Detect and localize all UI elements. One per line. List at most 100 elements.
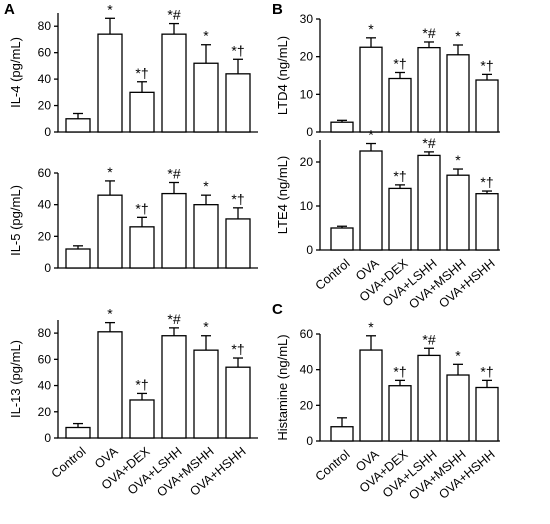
chart-panel-4: B 0 10 20 30 LTD4 (ng/mL) * *† *# * *†: [272, 1, 500, 139]
bar: [193, 62, 219, 133]
significance-label: *†: [135, 65, 148, 81]
chart-panel-2: 0 20 40 60 IL-5 (pg/mL) * *† *# * *†: [8, 164, 258, 275]
significance-label: *#: [422, 135, 435, 151]
significance-label: *: [455, 152, 461, 168]
y-axis-label: IL-13 (pg/mL): [8, 340, 23, 418]
significance-label: *†: [135, 200, 148, 216]
y-tick-label: 40: [38, 198, 52, 212]
bar: [475, 79, 499, 133]
bar: [388, 77, 412, 133]
bar: [446, 54, 470, 133]
bar: [193, 349, 219, 439]
bar: [129, 226, 155, 269]
bar: [65, 118, 91, 133]
bar: [225, 366, 251, 439]
significance-label: *†: [393, 363, 406, 379]
significance-label: *: [203, 319, 209, 335]
y-tick-label: 40: [38, 72, 52, 86]
y-tick-label: 0: [306, 434, 313, 448]
bar: [359, 46, 383, 133]
significance-label: *#: [167, 166, 180, 182]
significance-label: *: [107, 164, 113, 180]
significance-label: *: [107, 306, 113, 322]
significance-label: *#: [422, 331, 435, 347]
bar: [129, 91, 155, 133]
bar: [161, 33, 187, 133]
significance-label: *: [368, 21, 374, 37]
bar: [417, 354, 441, 442]
y-tick-label: 80: [38, 19, 52, 33]
bar: [225, 73, 251, 133]
y-tick-label: 0: [306, 125, 313, 139]
y-tick-label: 20: [300, 50, 314, 64]
significance-label: *#: [167, 311, 180, 327]
y-tick-label: 20: [300, 155, 314, 169]
bar: [359, 150, 383, 251]
bar: [65, 248, 91, 269]
y-tick-label: 60: [300, 327, 314, 341]
y-axis-label: IL-4 (pg/mL): [8, 37, 23, 108]
significance-label: *: [203, 178, 209, 194]
y-tick-label: 0: [44, 431, 51, 445]
y-tick-label: 40: [300, 363, 314, 377]
y-tick-label: 20: [300, 398, 314, 412]
y-tick-label: 20: [38, 229, 52, 243]
y-axis-label: Histamine (ng/mL): [275, 334, 290, 440]
y-tick-label: 60: [38, 166, 52, 180]
bar: [97, 33, 123, 133]
significance-label: *: [455, 28, 461, 44]
y-axis-label: IL-5 (pg/mL): [8, 185, 23, 256]
significance-label: *†: [135, 376, 148, 392]
y-tick-label: 30: [300, 12, 314, 26]
significance-label: *†: [231, 42, 244, 58]
bar: [161, 335, 187, 439]
category-label: Control: [49, 444, 89, 481]
significance-label: *: [107, 1, 113, 17]
significance-label: *†: [480, 363, 493, 379]
significance-label: *: [455, 347, 461, 363]
significance-label: *†: [231, 341, 244, 357]
significance-label: *†: [480, 174, 493, 190]
bar: [97, 194, 123, 269]
bar: [446, 174, 470, 251]
significance-label: *: [368, 319, 374, 335]
bar: [330, 121, 354, 133]
panel-letter: C: [272, 301, 283, 318]
bar: [417, 154, 441, 251]
category-label: Control: [313, 256, 353, 293]
y-tick-label: 20: [38, 405, 52, 419]
bar: [388, 385, 412, 442]
bar: [417, 46, 441, 133]
y-tick-label: 40: [38, 379, 52, 393]
y-tick-label: 60: [38, 352, 52, 366]
bar: [475, 193, 499, 251]
significance-label: *#: [167, 7, 180, 23]
bar: [446, 374, 470, 442]
y-tick-label: 20: [38, 99, 52, 113]
chart-panel-1: A 0 20 40 60 80 IL-4 (pg/mL) * *† *# * *†: [4, 1, 258, 139]
y-tick-label: 10: [300, 87, 314, 101]
bar: [161, 192, 187, 269]
y-tick-label: 0: [306, 243, 313, 257]
significance-label: *#: [422, 25, 435, 41]
bar: [225, 218, 251, 269]
significance-label: *: [368, 127, 374, 143]
bar: [65, 426, 91, 439]
bar: [388, 187, 412, 251]
category-label: Control: [313, 447, 353, 484]
y-tick-label: 0: [44, 261, 51, 275]
significance-label: *†: [480, 57, 493, 73]
bar: [359, 349, 383, 442]
bar: [330, 227, 354, 251]
significance-label: *†: [231, 191, 244, 207]
panel-letter: A: [4, 1, 15, 18]
significance-label: *†: [393, 168, 406, 184]
panel-letter: B: [272, 1, 283, 18]
y-axis-label: LTE4 (ng/mL): [275, 156, 290, 235]
bar: [475, 386, 499, 442]
bar: [97, 331, 123, 439]
